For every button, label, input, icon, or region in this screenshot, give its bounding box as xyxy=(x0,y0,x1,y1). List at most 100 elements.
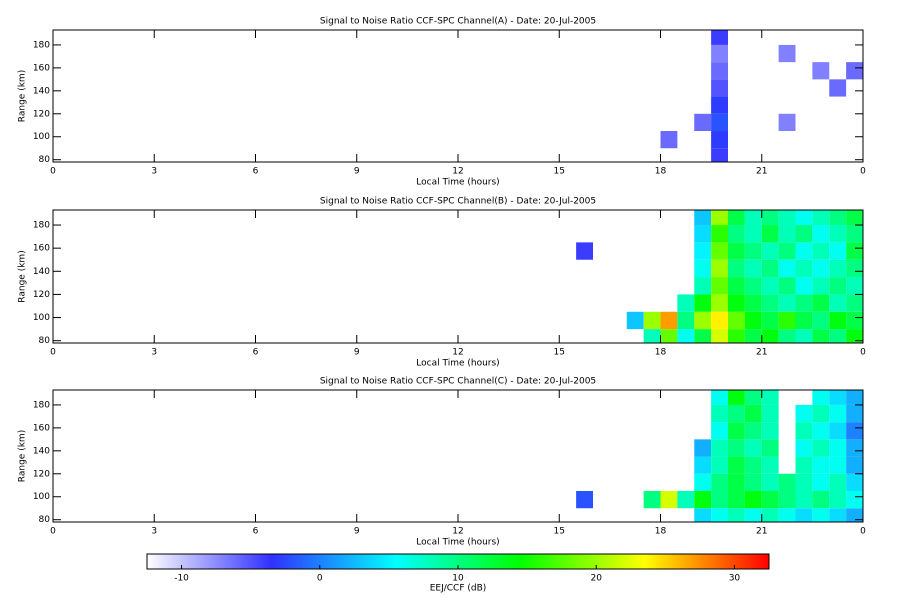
y-tick-label: 120 xyxy=(33,469,50,479)
heatmap-cell xyxy=(795,294,813,312)
colorbar-tick-label: 10 xyxy=(452,574,464,584)
x-axis-label: Local Time (hours) xyxy=(416,178,499,188)
heatmap-cell xyxy=(744,329,762,343)
heatmap-cell xyxy=(846,62,863,80)
y-tick-label: 180 xyxy=(33,40,50,50)
heatmap-cell xyxy=(829,242,847,260)
x-tick-label: 18 xyxy=(655,348,667,358)
x-tick-label: 21 xyxy=(756,527,767,537)
heatmap-cell xyxy=(778,277,796,295)
heatmap-cell xyxy=(728,491,745,509)
x-tick-label: 0 xyxy=(860,167,866,177)
x-tick-label: 21 xyxy=(756,167,767,177)
heatmap-cell xyxy=(829,311,847,330)
heatmap-cell xyxy=(812,404,830,423)
heatmap-cell xyxy=(711,390,728,405)
heatmap-cell xyxy=(846,508,863,522)
heatmap-cell xyxy=(846,329,863,343)
heatmap-cell xyxy=(761,329,779,343)
panel-title: Signal to Noise Ratio CCF-SPC Channel(A)… xyxy=(320,17,596,27)
heatmap-cell xyxy=(846,422,863,440)
x-tick-label: 6 xyxy=(253,167,259,177)
heatmap-cell xyxy=(744,508,762,522)
heatmap-cell xyxy=(711,113,728,132)
heatmap-cell xyxy=(795,491,813,509)
heatmap-cell xyxy=(728,390,745,405)
heatmap-cell xyxy=(677,491,695,509)
heatmap-cell xyxy=(829,225,847,243)
y-tick-label: 160 xyxy=(33,423,50,433)
heatmap-cell xyxy=(677,294,695,312)
heatmap-cell xyxy=(744,277,762,295)
y-tick-label: 100 xyxy=(33,492,50,502)
heatmap-cell xyxy=(744,491,762,509)
y-axis-label: Range (km) xyxy=(18,430,28,482)
x-tick-label: 9 xyxy=(354,527,360,537)
heatmap-cell xyxy=(711,79,728,97)
heatmap-cell xyxy=(744,242,762,260)
heatmap-cell xyxy=(728,242,745,260)
heatmap-cell xyxy=(795,439,813,457)
y-axis-label: Range (km) xyxy=(18,250,28,302)
heatmap-cell xyxy=(778,210,796,226)
heatmap-cell xyxy=(778,311,796,330)
heatmap-cell xyxy=(643,491,661,509)
heatmap-cell xyxy=(694,225,712,243)
heatmap-cell xyxy=(711,30,728,45)
heatmap-cell xyxy=(728,311,745,330)
heatmap-cell xyxy=(812,225,830,243)
heatmap-cell xyxy=(812,277,830,295)
heatmap-cell xyxy=(812,294,830,312)
heatmap-cell xyxy=(711,491,728,509)
heatmap-cell xyxy=(643,329,661,343)
heatmap-cell xyxy=(677,311,695,330)
heatmap-cell xyxy=(812,390,830,405)
heatmap-cell xyxy=(829,210,847,226)
heatmap-cell xyxy=(812,439,830,457)
heatmap-cell xyxy=(711,259,728,278)
heatmap-cell xyxy=(812,311,830,330)
heatmap-cell xyxy=(761,390,779,405)
heatmap-cell xyxy=(829,508,847,522)
heatmap-cell xyxy=(711,439,728,457)
heatmap-cell xyxy=(744,294,762,312)
y-tick-label: 180 xyxy=(33,221,50,231)
x-axis-label: Local Time (hours) xyxy=(416,538,499,548)
heatmap-cell xyxy=(812,456,830,474)
heatmap-cell xyxy=(728,210,745,226)
x-tick-label: 12 xyxy=(452,167,463,177)
heatmap-cell xyxy=(626,311,644,330)
heatmap-cell xyxy=(694,508,712,522)
x-tick-label: 6 xyxy=(253,348,259,358)
heatmap-cell xyxy=(812,62,830,80)
colorbar-tick-label: -10 xyxy=(174,574,189,584)
heatmap-cell xyxy=(728,422,745,440)
x-tick-label: 18 xyxy=(655,167,667,177)
heatmap-cell xyxy=(728,473,745,492)
heatmap-cell xyxy=(846,390,863,405)
heatmap-cell xyxy=(694,491,712,509)
heatmap-cell xyxy=(846,242,863,260)
heatmap-cell xyxy=(711,404,728,423)
heatmap-cell xyxy=(846,439,863,457)
y-axis-label: Range (km) xyxy=(18,70,28,122)
heatmap-cell xyxy=(846,225,863,243)
heatmap-cell xyxy=(761,456,779,474)
heatmap-cell xyxy=(829,473,847,492)
heatmap-cell xyxy=(744,259,762,278)
heatmap-cell xyxy=(795,473,813,492)
heatmap-cell xyxy=(576,242,593,260)
heatmap-cell xyxy=(795,329,813,343)
x-tick-label: 15 xyxy=(554,167,565,177)
heatmap-cell xyxy=(829,294,847,312)
heatmap-cell xyxy=(846,210,863,226)
x-tick-label: 12 xyxy=(452,348,463,358)
heatmap-cell xyxy=(576,491,593,509)
heatmap-cell xyxy=(778,329,796,343)
x-tick-label: 21 xyxy=(756,348,767,358)
heatmap-cell xyxy=(711,44,728,63)
heatmap-cell xyxy=(744,422,762,440)
heatmap-cell xyxy=(761,242,779,260)
heatmap-cell xyxy=(829,390,847,405)
heatmap-cell xyxy=(660,311,678,330)
